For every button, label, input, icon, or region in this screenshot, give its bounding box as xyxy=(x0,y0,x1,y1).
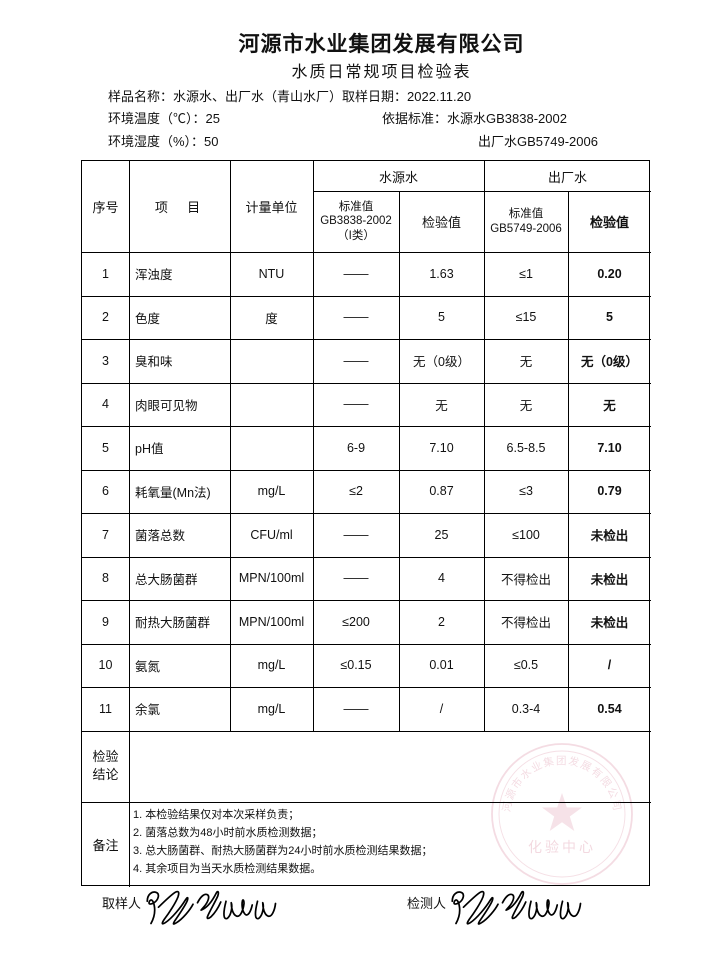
svg-text:化验中心: 化验中心 xyxy=(528,839,596,855)
